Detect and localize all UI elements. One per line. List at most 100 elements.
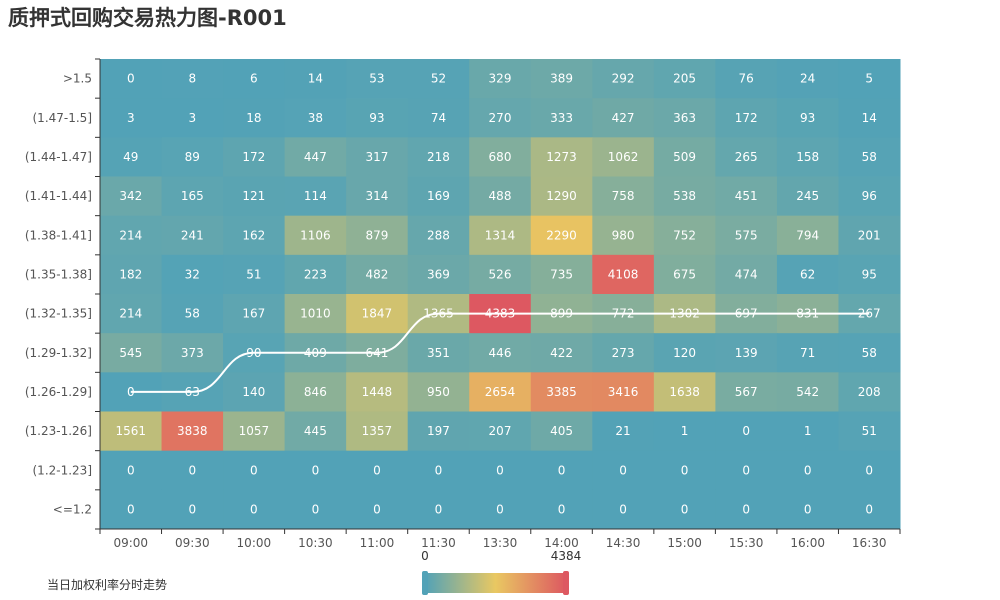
heatmap-cell[interactable] [530,254,593,295]
heatmap-cell[interactable] [776,59,839,99]
heatmap-cell[interactable] [592,176,655,217]
heatmap-cell[interactable] [161,215,224,256]
heatmap-cell[interactable] [284,450,347,491]
heatmap-cell[interactable] [100,450,163,491]
heatmap-cell[interactable] [838,411,901,452]
heatmap-cell[interactable] [407,489,470,530]
heatmap-cell[interactable] [469,98,532,138]
heatmap-cell[interactable] [284,98,347,138]
heatmap-cell[interactable] [223,98,286,138]
heatmap-cell[interactable] [346,176,409,217]
heatmap-cell[interactable] [100,98,163,138]
heatmap-cell[interactable] [223,59,286,99]
visual-map-min-handle[interactable] [422,571,428,595]
heatmap-cell[interactable] [715,59,778,99]
heatmap-cell[interactable] [838,372,901,412]
heatmap-cell[interactable] [715,137,778,177]
heatmap-cell[interactable] [838,98,901,138]
heatmap-cell[interactable] [838,450,901,491]
heatmap-cell[interactable] [223,450,286,491]
heatmap-cell[interactable] [407,215,470,256]
heatmap-cell[interactable] [284,176,347,217]
heatmap-cell[interactable] [346,372,409,412]
heatmap-cell[interactable] [469,59,532,99]
heatmap-cell[interactable] [592,411,655,452]
heatmap-cell[interactable] [776,176,839,217]
heatmap-cell[interactable] [838,215,901,256]
heatmap-cell[interactable] [346,254,409,295]
heatmap-cell[interactable] [407,411,470,452]
heatmap-cell[interactable] [592,450,655,491]
heatmap-cell[interactable] [407,333,470,373]
heatmap-cell[interactable] [100,254,163,295]
heatmap-cell[interactable] [530,450,593,491]
heatmap-cell[interactable] [469,450,532,491]
heatmap-cell[interactable] [407,137,470,177]
heatmap-cell[interactable] [223,372,286,412]
heatmap-cell[interactable] [776,137,839,177]
heatmap-cell[interactable] [161,333,224,373]
heatmap-cell[interactable] [592,215,655,256]
heatmap-cell[interactable] [100,59,163,99]
heatmap-cell[interactable] [407,59,470,99]
heatmap-cell[interactable] [346,489,409,530]
heatmap-cell[interactable] [469,215,532,256]
heatmap-cell[interactable] [223,489,286,530]
heatmap-cell[interactable] [653,333,716,373]
heatmap-cell[interactable] [407,176,470,217]
heatmap-cell[interactable] [715,411,778,452]
heatmap-cell[interactable] [530,411,593,452]
heatmap-cell[interactable] [653,176,716,217]
heatmap-cell[interactable] [653,254,716,295]
heatmap-cell[interactable] [407,98,470,138]
heatmap-cell[interactable] [223,137,286,177]
heatmap-cell[interactable] [161,137,224,177]
heatmap-cell[interactable] [776,333,839,373]
heatmap-cell[interactable] [100,294,163,334]
heatmap-cell[interactable] [838,333,901,373]
heatmap-cell[interactable] [469,176,532,217]
heatmap-cell[interactable] [838,59,901,99]
heatmap-cell[interactable] [223,176,286,217]
heatmap-cell[interactable] [469,489,532,530]
heatmap-cell[interactable] [530,59,593,99]
heatmap-cell[interactable] [100,411,163,452]
heatmap-cell[interactable] [530,489,593,530]
heatmap-cell[interactable] [100,215,163,256]
heatmap-cell[interactable] [838,176,901,217]
heatmap-cell[interactable] [284,215,347,256]
heatmap-cell[interactable] [407,450,470,491]
heatmap-cell[interactable] [592,489,655,530]
heatmap-cell[interactable] [469,411,532,452]
heatmap-cell[interactable] [653,450,716,491]
heatmap-cell[interactable] [592,372,655,412]
heatmap-cell[interactable] [653,59,716,99]
heatmap-cell[interactable] [776,411,839,452]
heatmap-cell[interactable] [161,450,224,491]
heatmap-cell[interactable] [592,137,655,177]
heatmap-cell[interactable] [653,98,716,138]
legend-label[interactable]: 当日加权利率分时走势 [47,578,168,592]
heatmap-cell[interactable] [715,215,778,256]
visual-map-legend[interactable]: 0 4384 [421,549,581,595]
heatmap-cell[interactable] [530,176,593,217]
heatmap-cell[interactable] [715,176,778,217]
heatmap-cell[interactable] [469,254,532,295]
heatmap-cell[interactable] [530,333,593,373]
heatmap-cell[interactable] [284,254,347,295]
heatmap-cell[interactable] [715,450,778,491]
heatmap-cell[interactable] [530,98,593,138]
heatmap-cell[interactable] [284,137,347,177]
heatmap-cell[interactable] [530,372,593,412]
heatmap-cell[interactable] [715,98,778,138]
heatmap-cell[interactable] [407,254,470,295]
heatmap-cell[interactable] [715,372,778,412]
heatmap-cell[interactable] [284,411,347,452]
heatmap-cell[interactable] [161,489,224,530]
heatmap-cell[interactable] [776,254,839,295]
heatmap-cell[interactable] [161,176,224,217]
heatmap-cell[interactable] [407,372,470,412]
heatmap-cell[interactable] [346,98,409,138]
heatmap-cell[interactable] [469,333,532,373]
heatmap-cell[interactable] [776,98,839,138]
